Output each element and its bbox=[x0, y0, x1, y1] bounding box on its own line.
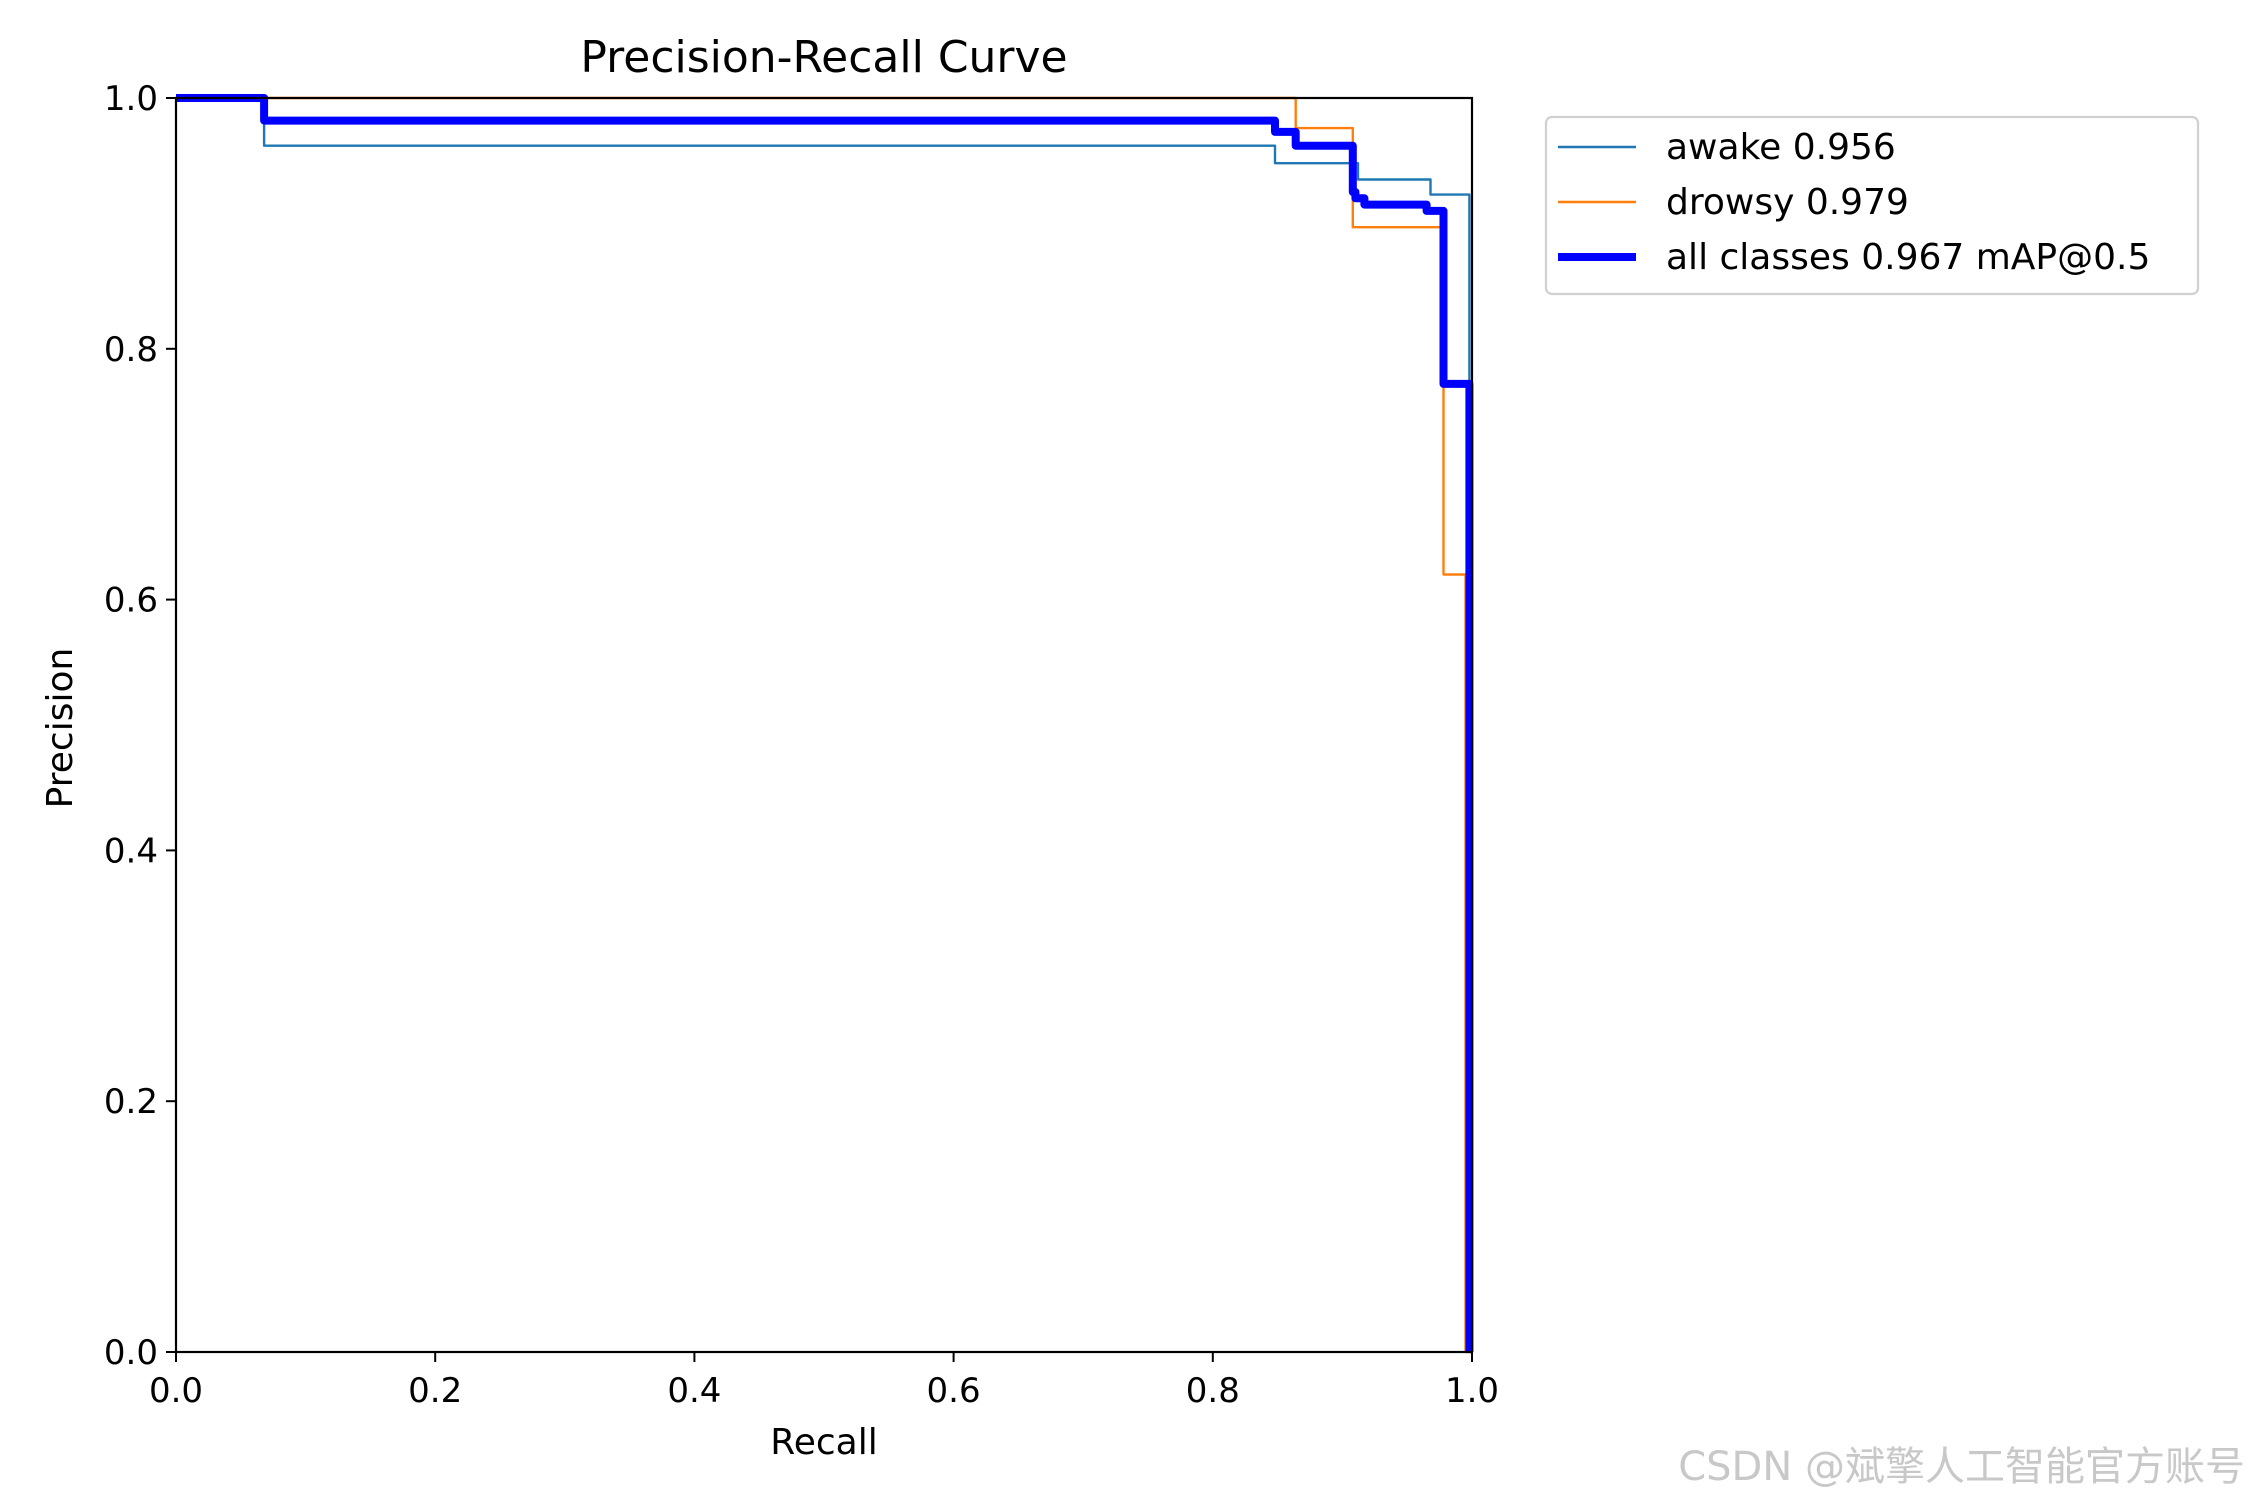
x-tick-label: 1.0 bbox=[1445, 1371, 1499, 1411]
y-tick-label: 0.8 bbox=[104, 330, 158, 370]
y-tick-label: 0.6 bbox=[104, 581, 158, 621]
watermark: CSDN @斌擎人工智能官方账号 bbox=[1678, 1444, 2245, 1490]
x-axis: 0.0 0.2 0.4 0.6 0.8 1.0 bbox=[149, 1352, 1499, 1411]
legend-label-1: drowsy 0.979 bbox=[1666, 182, 1909, 223]
y-tick-label: 0.0 bbox=[104, 1333, 158, 1373]
legend-label-2: all classes 0.967 mAP@0.5 bbox=[1666, 237, 2150, 278]
legend-frame bbox=[1544, 115, 2200, 296]
legend: awake 0.956 drowsy 0.979 all classes 0.967… bbox=[1544, 115, 2200, 296]
plot-area bbox=[176, 94, 1474, 1354]
x-tick-label: 0.4 bbox=[667, 1371, 721, 1411]
x-tick-label: 0.6 bbox=[927, 1371, 981, 1411]
legend-label-0: awake 0.956 bbox=[1666, 127, 1896, 168]
y-tick-label: 1.0 bbox=[104, 79, 158, 119]
plot-frame bbox=[174, 96, 1474, 1354]
y-tick-label: 0.4 bbox=[104, 831, 158, 871]
y-axis-label: Precision bbox=[40, 648, 81, 809]
y-axis: 0.0 0.2 0.4 0.6 0.8 1.0 bbox=[104, 79, 176, 1373]
x-axis-label: Recall bbox=[770, 1422, 877, 1463]
y-tick-label: 0.2 bbox=[104, 1082, 158, 1122]
x-tick-label: 0.0 bbox=[149, 1371, 203, 1411]
series-line-2 bbox=[176, 94, 1474, 1352]
chart-title: Precision-Recall Curve bbox=[580, 32, 1067, 83]
x-tick-label: 0.2 bbox=[408, 1371, 462, 1411]
x-tick-label: 0.8 bbox=[1186, 1371, 1240, 1411]
